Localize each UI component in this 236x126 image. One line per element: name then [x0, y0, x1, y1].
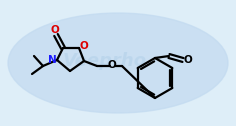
Text: O: O: [80, 41, 88, 51]
Ellipse shape: [8, 13, 228, 113]
Text: O: O: [108, 60, 116, 70]
Text: O: O: [184, 55, 192, 65]
Text: Veeprho: Veeprho: [63, 52, 147, 70]
Text: N: N: [48, 55, 56, 65]
Text: O: O: [51, 25, 59, 35]
